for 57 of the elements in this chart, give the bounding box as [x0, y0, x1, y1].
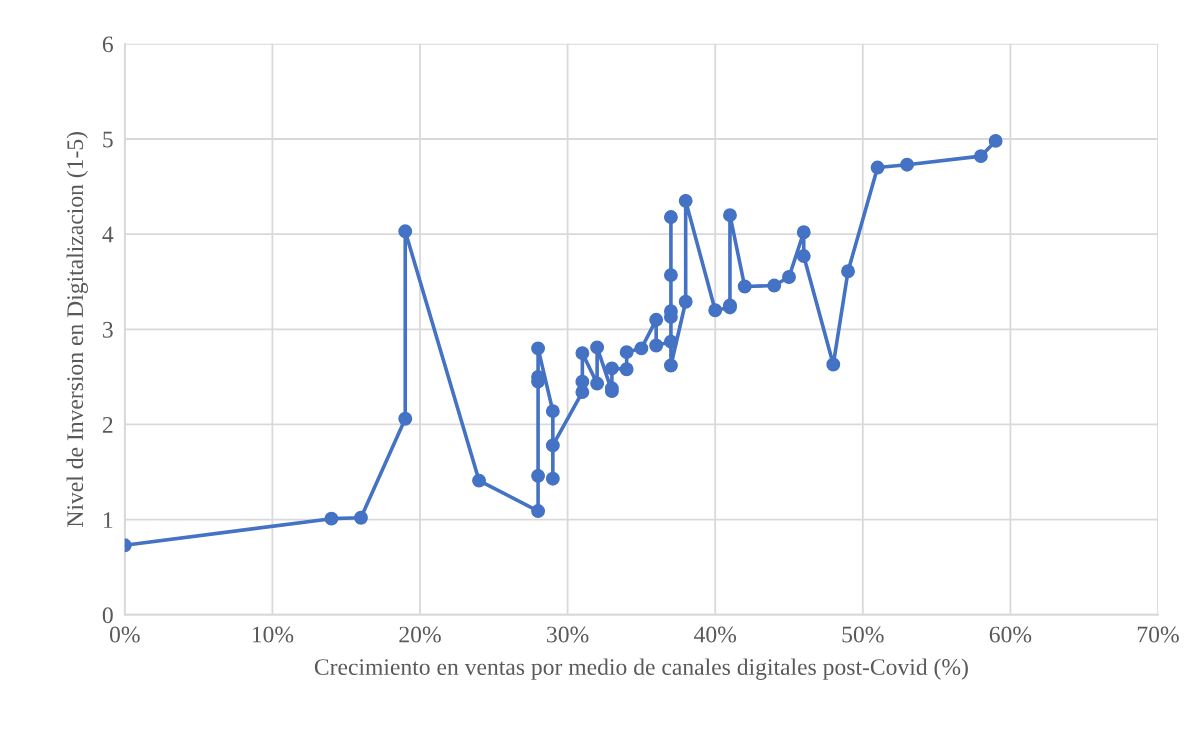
point: [663, 210, 678, 224]
point: [737, 279, 752, 294]
point: [545, 471, 560, 486]
y-axis-title: Nivel de Inversion en Digitalizacion (1-5): [66, 132, 88, 527]
point: [619, 362, 634, 377]
point: [575, 346, 590, 361]
point: [796, 225, 811, 240]
point: [545, 438, 560, 453]
point: [531, 504, 546, 519]
point: [663, 334, 678, 349]
point: [678, 193, 693, 208]
point: [398, 411, 413, 426]
y-tick-label: 3: [103, 321, 113, 338]
point: [900, 157, 915, 172]
point: [708, 303, 723, 318]
point: [634, 341, 649, 356]
point: [870, 160, 885, 175]
point: [531, 468, 546, 483]
point: [723, 208, 737, 223]
point: [531, 341, 546, 356]
x-tick-label: 30%: [547, 626, 589, 643]
x-tick-label: 10%: [252, 626, 294, 643]
point: [354, 510, 368, 525]
point: [796, 249, 811, 263]
point: [398, 224, 413, 239]
x-tick-label: 40%: [694, 626, 737, 643]
point: [973, 149, 988, 164]
point: [663, 358, 678, 373]
y-tick-label: 5: [103, 131, 113, 148]
x-tick-label: 60%: [989, 626, 1032, 643]
point: [649, 338, 664, 353]
y-tick-label: 4: [102, 226, 114, 243]
x-tick-label: 0%: [109, 626, 140, 643]
x-axis-title: Crecimiento en ventas por medio de canales digitales post-Covid (%): [314, 658, 968, 680]
x-tick-label: 50%: [842, 626, 884, 643]
point: [782, 270, 796, 284]
point: [826, 357, 841, 372]
point: [663, 268, 678, 283]
point: [324, 511, 339, 526]
point: [988, 133, 1003, 148]
y-tick-label: 2: [102, 417, 113, 433]
point: [545, 404, 560, 419]
point: [590, 376, 605, 391]
point: [841, 264, 855, 279]
point: [619, 345, 634, 360]
point: [472, 473, 486, 488]
point: [604, 361, 619, 376]
y-tick-label: 6: [102, 36, 113, 53]
point: [575, 374, 590, 389]
x-tick-label: 20%: [399, 626, 441, 643]
point: [678, 294, 693, 309]
point: [590, 340, 605, 355]
y-tick-label: 0: [102, 607, 113, 624]
point: [767, 278, 782, 293]
point: [649, 312, 664, 327]
y-tick-label: 1: [103, 512, 113, 528]
x-tick-label: 70%: [1137, 626, 1179, 643]
